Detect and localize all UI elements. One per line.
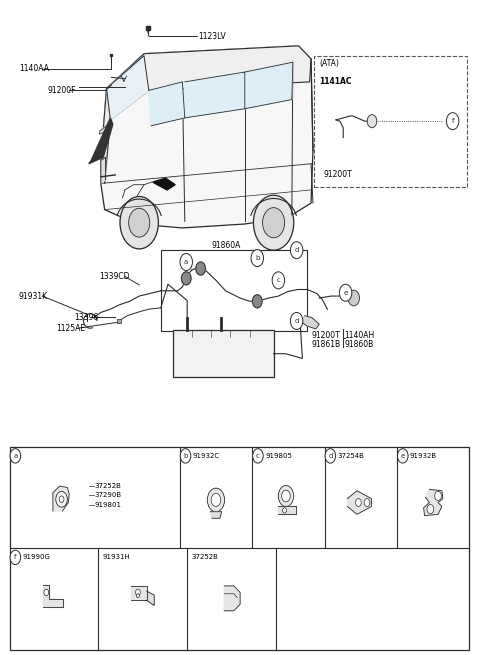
Bar — [173, 330, 274, 377]
Text: f: f — [14, 554, 17, 561]
Circle shape — [10, 550, 21, 565]
Text: 919805: 919805 — [265, 453, 292, 459]
Circle shape — [253, 195, 294, 250]
Text: b: b — [255, 255, 260, 261]
Text: (ATA): (ATA) — [319, 59, 339, 68]
Circle shape — [181, 272, 191, 285]
Bar — [314, 56, 467, 187]
Circle shape — [180, 449, 191, 463]
Text: e: e — [401, 453, 405, 459]
Circle shape — [135, 590, 140, 596]
Circle shape — [339, 284, 352, 301]
Text: 91200T: 91200T — [311, 331, 340, 340]
Text: f: f — [451, 118, 454, 124]
Circle shape — [427, 504, 434, 514]
Polygon shape — [131, 586, 146, 600]
Circle shape — [10, 449, 21, 463]
Text: 919801: 919801 — [95, 502, 121, 508]
Circle shape — [272, 272, 285, 289]
Polygon shape — [89, 118, 113, 164]
Circle shape — [207, 488, 225, 512]
Text: 91990G: 91990G — [22, 554, 50, 561]
Circle shape — [211, 493, 221, 506]
Polygon shape — [107, 56, 149, 120]
Text: 37252B: 37252B — [95, 483, 121, 489]
Polygon shape — [153, 178, 175, 190]
Circle shape — [44, 590, 48, 596]
Polygon shape — [146, 591, 154, 605]
Circle shape — [120, 196, 158, 249]
Polygon shape — [185, 72, 245, 118]
Text: 37254B: 37254B — [337, 453, 364, 459]
Circle shape — [263, 208, 285, 238]
Circle shape — [129, 208, 150, 237]
Circle shape — [356, 498, 361, 506]
Circle shape — [290, 242, 303, 259]
Text: 1141AC: 1141AC — [319, 77, 352, 86]
Circle shape — [397, 449, 408, 463]
Text: 1140AH: 1140AH — [345, 331, 375, 340]
Polygon shape — [101, 46, 313, 228]
Polygon shape — [210, 512, 222, 518]
Polygon shape — [53, 486, 69, 511]
Text: e: e — [344, 290, 348, 296]
Text: c: c — [276, 277, 280, 284]
Polygon shape — [101, 157, 106, 183]
Circle shape — [283, 508, 287, 513]
Circle shape — [446, 113, 459, 130]
Polygon shape — [99, 126, 107, 134]
Text: 91860B: 91860B — [345, 340, 374, 349]
Circle shape — [282, 490, 290, 502]
Circle shape — [325, 449, 336, 463]
Circle shape — [252, 449, 263, 463]
Text: 91931H: 91931H — [102, 554, 130, 561]
Polygon shape — [107, 46, 311, 120]
Polygon shape — [278, 506, 296, 514]
Text: 1125AE: 1125AE — [57, 324, 86, 333]
Circle shape — [251, 250, 264, 267]
Circle shape — [59, 496, 64, 502]
Polygon shape — [43, 585, 62, 607]
Text: 37290B: 37290B — [95, 492, 122, 498]
Circle shape — [364, 498, 370, 506]
Circle shape — [367, 115, 377, 128]
Text: 13396: 13396 — [74, 312, 99, 322]
Circle shape — [136, 593, 139, 597]
Text: 91932C: 91932C — [192, 453, 220, 459]
Text: b: b — [183, 453, 188, 459]
Circle shape — [290, 312, 303, 329]
Text: 1339CD: 1339CD — [99, 272, 130, 281]
Polygon shape — [300, 316, 319, 329]
Text: d: d — [294, 318, 299, 324]
Text: d: d — [328, 453, 333, 459]
Text: c: c — [256, 453, 260, 459]
Text: 91200T: 91200T — [323, 170, 352, 179]
Text: a: a — [184, 259, 188, 265]
Circle shape — [435, 491, 442, 500]
Text: 37252B: 37252B — [191, 554, 218, 561]
Text: 91861B: 91861B — [311, 340, 340, 349]
Polygon shape — [224, 586, 240, 610]
Text: 91860A: 91860A — [211, 241, 240, 250]
Polygon shape — [424, 489, 443, 515]
Circle shape — [56, 491, 67, 507]
Polygon shape — [348, 491, 372, 514]
Text: 91200F: 91200F — [47, 86, 75, 95]
Circle shape — [252, 295, 262, 308]
Polygon shape — [101, 88, 110, 183]
Circle shape — [196, 262, 205, 275]
Bar — [10, 447, 469, 650]
Text: 1123LV: 1123LV — [198, 31, 226, 41]
Text: 91932B: 91932B — [410, 453, 437, 459]
Polygon shape — [149, 82, 185, 126]
Circle shape — [278, 485, 294, 506]
Polygon shape — [245, 62, 293, 109]
Circle shape — [180, 253, 192, 271]
Text: 1140AA: 1140AA — [19, 64, 49, 73]
Circle shape — [348, 290, 360, 306]
Text: a: a — [13, 453, 17, 459]
Bar — [161, 250, 307, 331]
Text: 91931K: 91931K — [18, 291, 48, 301]
Text: d: d — [294, 247, 299, 253]
